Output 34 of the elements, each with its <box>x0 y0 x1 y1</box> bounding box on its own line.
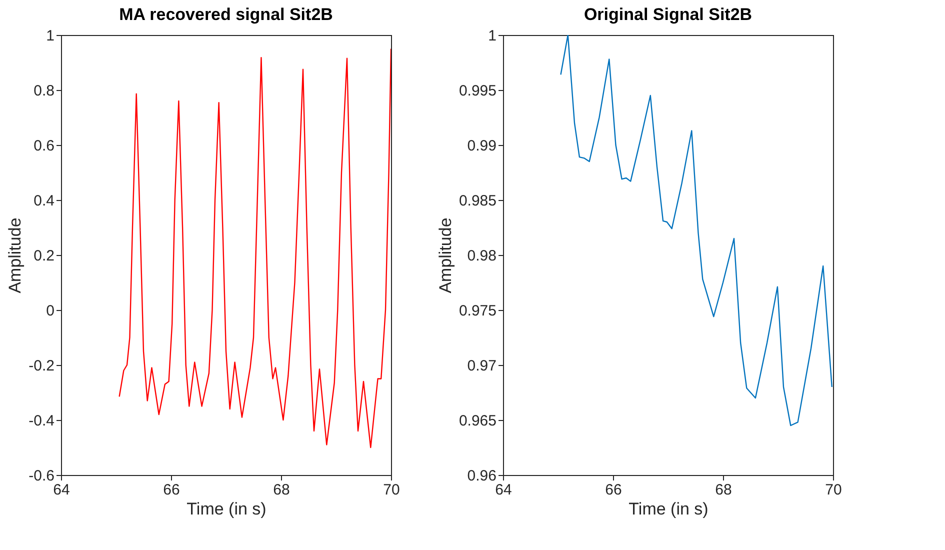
line-series <box>560 35 832 426</box>
x-tick-label: 70 <box>383 482 400 498</box>
y-tick-label: -0.6 <box>28 468 54 484</box>
x-tick-label: 64 <box>495 482 512 498</box>
y-tick-label: 1 <box>46 28 54 44</box>
y-tick-label: 0.8 <box>34 82 54 100</box>
x-tick-label: 68 <box>273 482 290 498</box>
x-tick-label: 70 <box>825 482 842 498</box>
y-tick-label: -0.2 <box>28 358 54 374</box>
y-tick-label: -0.4 <box>28 412 54 430</box>
y-tick-label: 0.98 <box>467 248 496 264</box>
y-tick-label: 0.2 <box>34 248 54 264</box>
y-tick-label: 0.97 <box>467 358 496 374</box>
x-tick-label: 66 <box>163 482 180 498</box>
y-tick-label: 0.975 <box>458 302 496 320</box>
x-tick-label: 68 <box>715 482 732 498</box>
y-tick-label: 0.995 <box>458 82 496 100</box>
x-axis-title: Time (in s) <box>628 500 708 518</box>
y-tick-label: 0.985 <box>458 192 496 210</box>
x-tick-label: 66 <box>605 482 622 498</box>
y-tick-label: 0.96 <box>467 468 496 484</box>
y-tick-label: 0.99 <box>467 138 496 154</box>
y-axis-title: Amplitude <box>6 218 25 294</box>
y-tick-label: 0.6 <box>34 138 54 154</box>
x-axis-title: Time (in s) <box>186 500 266 518</box>
y-tick-label: 0 <box>46 302 54 320</box>
y-tick-label: 1 <box>488 28 496 44</box>
y-tick-label: 0.4 <box>34 192 54 210</box>
line-series <box>118 48 391 448</box>
x-tick-label: 64 <box>53 482 70 498</box>
y-axis-title: Amplitude <box>436 218 455 294</box>
y-tick-label: 0.965 <box>458 412 496 430</box>
chart-title: Original Signal Sit2B <box>584 5 752 24</box>
chart-title: MA recovered signal Sit2B <box>119 5 333 24</box>
